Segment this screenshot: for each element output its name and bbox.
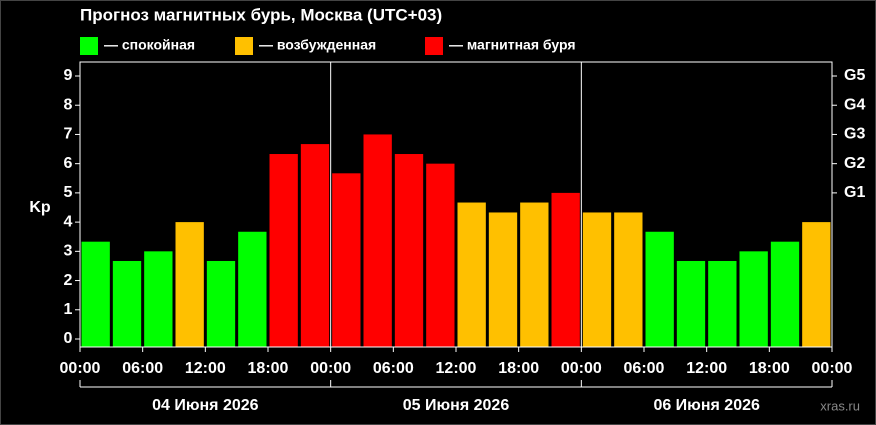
- legend-swatch: [80, 37, 98, 55]
- y-tick-label: 9: [64, 67, 73, 84]
- x-tick-label: 00:00: [60, 360, 101, 377]
- bar: [206, 260, 236, 347]
- bar: [81, 241, 110, 347]
- x-tick-label: 00:00: [561, 360, 602, 377]
- bar: [582, 212, 612, 347]
- day-label: 06 Июня 2026: [653, 397, 760, 414]
- bar: [175, 222, 204, 347]
- bar: [708, 260, 737, 347]
- x-tick-label: 12:00: [185, 360, 226, 377]
- bar: [269, 154, 298, 347]
- y-tick-label: 0: [64, 330, 73, 347]
- bar: [457, 202, 486, 347]
- y-tick-label: 4: [64, 213, 73, 230]
- y-axis-label: Kp: [29, 199, 51, 216]
- bar: [676, 260, 706, 347]
- legend-label: — спокойная: [104, 37, 195, 53]
- y-tick-label: 6: [64, 155, 73, 172]
- bar: [488, 212, 518, 347]
- bar: [645, 231, 674, 347]
- watermark: xras.ru: [820, 398, 860, 413]
- y2-tick-label: G3: [844, 126, 865, 143]
- bar: [238, 231, 267, 347]
- chart-title: Прогноз магнитных бурь, Москва (UTC+03): [80, 5, 442, 24]
- bar: [520, 202, 549, 347]
- y2-tick-label: G1: [844, 184, 865, 201]
- bar: [394, 154, 424, 347]
- x-tick-label: 06:00: [373, 360, 414, 377]
- x-tick-label: 00:00: [310, 360, 351, 377]
- y-tick-label: 5: [64, 184, 73, 201]
- bar: [551, 192, 580, 347]
- y-tick-label: 8: [64, 96, 73, 113]
- y-tick-label: 3: [64, 243, 73, 260]
- day-label: 05 Июня 2026: [403, 397, 510, 414]
- x-tick-label: 00:00: [812, 360, 853, 377]
- bar: [332, 173, 361, 347]
- bar: [144, 251, 173, 347]
- y-tick-label: 1: [64, 301, 73, 318]
- y-tick-label: 7: [64, 126, 73, 143]
- bar: [770, 241, 800, 347]
- legend-label: — возбужденная: [259, 37, 376, 53]
- legend-label: — магнитная буря: [449, 37, 576, 53]
- x-tick-label: 18:00: [248, 360, 289, 377]
- bar: [300, 144, 330, 347]
- day-label: 04 Июня 2026: [152, 397, 259, 414]
- bar: [363, 134, 392, 347]
- bar: [614, 212, 643, 347]
- bar: [112, 260, 142, 347]
- x-tick-label: 12:00: [436, 360, 477, 377]
- x-tick-label: 18:00: [749, 360, 790, 377]
- bar: [426, 163, 455, 347]
- x-tick-label: 06:00: [624, 360, 665, 377]
- x-tick-label: 18:00: [498, 360, 539, 377]
- bar: [802, 222, 831, 347]
- legend-swatch: [235, 37, 253, 55]
- legend-swatch: [425, 37, 443, 55]
- x-tick-label: 06:00: [122, 360, 163, 377]
- y-tick-label: 2: [64, 272, 73, 289]
- y2-tick-label: G2: [844, 155, 865, 172]
- y2-tick-label: G4: [844, 96, 865, 113]
- x-tick-label: 12:00: [686, 360, 727, 377]
- y2-tick-label: G5: [844, 67, 865, 84]
- bar: [739, 251, 768, 347]
